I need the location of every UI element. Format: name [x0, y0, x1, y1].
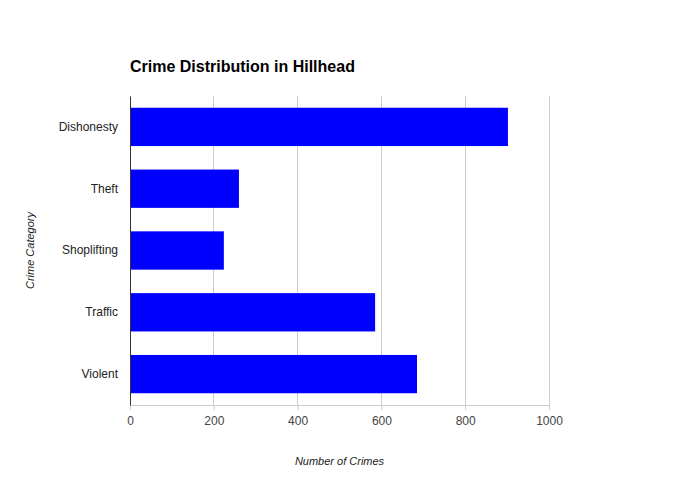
x-tick-label: 600	[372, 414, 392, 428]
bar	[130, 355, 417, 393]
y-tick: Dishonesty	[59, 120, 130, 134]
grid	[130, 96, 549, 405]
y-tick: Shoplifting	[62, 243, 130, 257]
y-axis-title: Crime Category	[24, 210, 36, 289]
bar	[130, 293, 375, 331]
y-tick-label: Shoplifting	[62, 243, 118, 257]
plot: 0 200 400 600 800 1000 Dishonesty Theft Shoplift…	[59, 96, 564, 428]
y-tick: Traffic	[85, 305, 130, 319]
x-tick-mark	[130, 405, 131, 410]
x-tick: 800	[456, 405, 476, 428]
x-axis: 0 200 400 600 800 1000	[127, 405, 563, 428]
bar	[130, 170, 239, 208]
x-tick-mark	[298, 405, 299, 410]
y-tick: Theft	[91, 182, 130, 196]
x-tick-label: 800	[456, 414, 476, 428]
y-axis-line	[130, 97, 131, 406]
x-tick-label: 1000	[536, 414, 563, 428]
y-tick-label: Theft	[91, 182, 119, 196]
title: Crime Distribution in Hillhead	[130, 58, 355, 75]
bar	[130, 231, 224, 269]
y-tick: Violent	[82, 367, 130, 381]
x-tick: 0	[127, 405, 134, 428]
grid-line	[130, 96, 131, 405]
x-tick-mark	[465, 405, 466, 410]
bar	[130, 108, 508, 146]
grid-line	[549, 96, 550, 405]
x-tick: 1000	[536, 405, 563, 428]
x-axis-title: Number of Crimes	[295, 455, 385, 467]
x-tick: 200	[204, 405, 224, 428]
x-tick-label: 400	[288, 414, 308, 428]
x-tick-label: 200	[204, 414, 224, 428]
x-tick-mark	[214, 405, 215, 410]
x-tick-mark	[549, 405, 550, 410]
y-tick-label: Traffic	[85, 305, 118, 319]
y-tick-label: Violent	[82, 367, 119, 381]
chart: 0 200 400 600 800 1000 Dishonesty Theft Shoplift…	[0, 0, 680, 500]
y-axis: Dishonesty Theft Shoplifting Traffic Violent	[59, 97, 131, 406]
x-axis-line	[131, 406, 550, 411]
y-tick-label: Dishonesty	[59, 120, 118, 134]
x-tick-mark	[381, 405, 382, 410]
bars	[130, 108, 508, 394]
x-tick: 400	[288, 405, 308, 428]
x-tick: 600	[372, 405, 392, 428]
x-tick-label: 0	[127, 414, 134, 428]
